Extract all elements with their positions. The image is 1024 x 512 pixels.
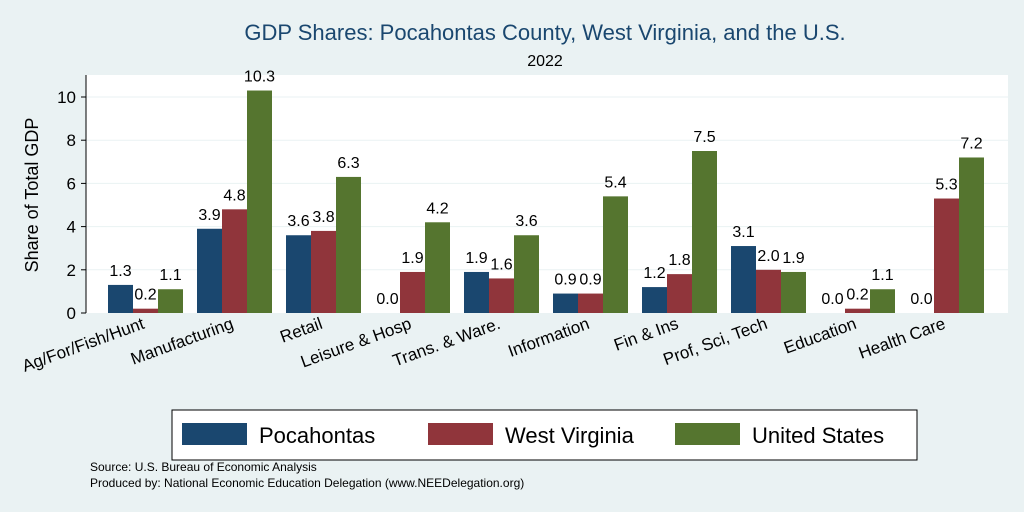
legend-swatch (675, 423, 740, 445)
legend-label: United States (752, 423, 884, 448)
data-label: 1.3 (109, 263, 131, 280)
chart-title: GDP Shares: Pocahontas County, West Virg… (244, 20, 845, 45)
y-tick-label: 10 (57, 88, 76, 107)
data-label: 5.4 (604, 174, 626, 191)
data-label: 3.9 (198, 207, 220, 224)
legend-swatch (182, 423, 247, 445)
legend-box (171, 409, 918, 461)
data-label: 3.1 (732, 224, 754, 241)
data-label: 0.0 (910, 291, 932, 308)
data-label: 0.9 (579, 272, 601, 289)
data-label: 7.5 (693, 129, 715, 146)
data-label: 0.2 (846, 287, 868, 304)
bar (197, 228, 222, 313)
data-label: 1.6 (490, 256, 512, 273)
bar (870, 289, 895, 313)
bar (108, 284, 133, 313)
bar (222, 209, 247, 313)
category-label: Ag/For/Fish/Hunt (20, 314, 147, 376)
bar (286, 235, 311, 313)
y-tick-label: 4 (67, 218, 76, 237)
bar (400, 271, 425, 313)
data-label: 0.0 (821, 291, 843, 308)
data-label: 1.1 (871, 267, 893, 284)
bar (489, 278, 514, 313)
bar (578, 293, 603, 313)
produced-note: Produced by: National Economic Education… (90, 476, 524, 490)
data-label: 3.6 (515, 213, 537, 230)
bar (311, 230, 336, 313)
bars (108, 90, 984, 314)
bar (781, 271, 806, 313)
data-label: 0.2 (134, 287, 156, 304)
bar (934, 198, 959, 313)
bar (158, 289, 183, 313)
y-tick-label: 2 (67, 261, 76, 280)
legend-items: Pocahontas West Virginia United States (182, 423, 884, 448)
bar (959, 157, 984, 313)
data-label: 6.3 (337, 155, 359, 172)
bar (336, 176, 361, 313)
data-labels: 1.30.21.13.94.810.33.6 3.86.30.01.94.21.9… (109, 69, 982, 308)
bar (642, 287, 667, 313)
legend-swatch (428, 423, 493, 445)
y-tick-label: 8 (67, 131, 76, 150)
legend-label: Pocahontas (259, 423, 375, 448)
y-axis-ticks: 0 2 4 6 8 10 (57, 88, 86, 323)
bar (464, 271, 489, 313)
category-label: Information (505, 314, 591, 361)
bar (133, 308, 158, 313)
bar (731, 246, 756, 313)
bar (553, 293, 578, 313)
category-label: Retail (278, 314, 325, 347)
data-label: 3.6 (287, 213, 309, 230)
data-label: 1.8 (668, 252, 690, 269)
data-label: 7.2 (960, 135, 982, 152)
data-label: 5.3 (935, 177, 957, 194)
category-label: Health Care (856, 314, 948, 363)
data-label: 1.9 (782, 250, 804, 267)
bar (692, 151, 717, 313)
legend-label: West Virginia (505, 423, 635, 448)
legend: Pocahontas West Virginia United States (171, 409, 918, 461)
y-axis-label: Share of Total GDP (22, 118, 42, 273)
data-label: 1.9 (401, 250, 423, 267)
chart-subtitle: 2022 (527, 53, 563, 70)
data-label: 2.0 (757, 248, 779, 265)
data-label: 3.8 (312, 209, 334, 226)
data-label: 4.2 (426, 200, 448, 217)
bar (845, 308, 870, 313)
bar (247, 90, 272, 314)
data-label: 10.3 (244, 69, 275, 86)
data-label: 1.2 (643, 265, 665, 282)
bar (667, 274, 692, 313)
data-label: 0.9 (554, 272, 576, 289)
source-note: Source: U.S. Bureau of Economic Analysis (90, 460, 317, 474)
bar (425, 222, 450, 313)
data-label: 4.8 (223, 187, 245, 204)
category-label: Education (781, 314, 859, 358)
bar (514, 235, 539, 313)
category-label: Manufacturing (128, 314, 236, 369)
data-label: 0.0 (376, 291, 398, 308)
data-label: 1.1 (159, 267, 181, 284)
bar (603, 196, 628, 313)
y-tick-label: 0 (67, 304, 76, 323)
data-label: 1.9 (465, 250, 487, 267)
bar (756, 269, 781, 313)
y-tick-label: 6 (67, 174, 76, 193)
